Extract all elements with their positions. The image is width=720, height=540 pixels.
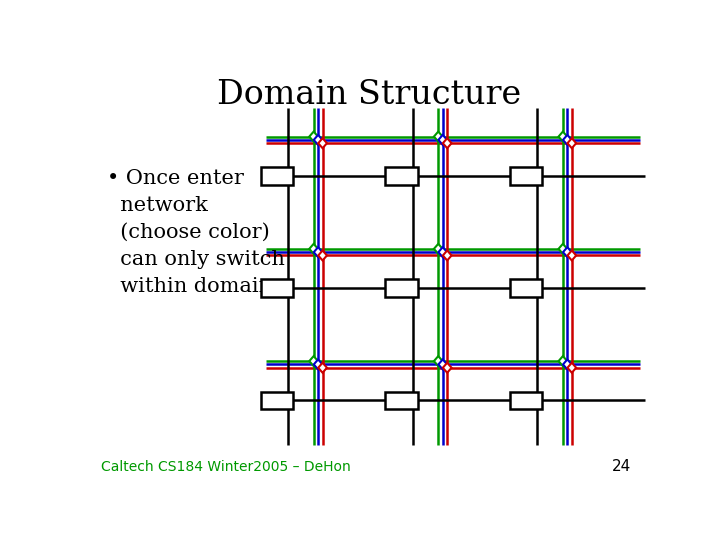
Polygon shape [443,251,451,260]
Bar [261,167,293,185]
Text: within domain: within domain [107,277,272,296]
Bar [385,167,418,185]
Polygon shape [434,132,443,141]
Polygon shape [563,247,572,257]
Text: (choose color): (choose color) [107,223,269,242]
Polygon shape [559,244,567,254]
Polygon shape [314,247,323,257]
Text: • Once enter: • Once enter [107,168,243,188]
Polygon shape [443,138,451,148]
Polygon shape [567,138,576,148]
Bar [261,279,293,297]
Text: Domain Structure: Domain Structure [217,79,521,111]
Text: can only switch: can only switch [107,250,284,269]
Polygon shape [314,360,323,369]
Polygon shape [314,135,323,145]
Polygon shape [438,360,447,369]
Polygon shape [563,360,572,369]
Polygon shape [559,356,567,366]
Polygon shape [438,135,447,145]
Bar [510,167,542,185]
Bar [510,279,542,297]
Polygon shape [559,132,567,141]
Polygon shape [563,135,572,145]
Polygon shape [567,363,576,373]
Text: 24: 24 [612,460,631,474]
Polygon shape [438,247,447,257]
Polygon shape [443,363,451,373]
Polygon shape [318,138,327,148]
Polygon shape [567,251,576,260]
Polygon shape [310,132,318,141]
Bar [385,392,418,409]
Bar [261,392,293,409]
Polygon shape [434,356,443,366]
Bar [510,392,542,409]
Polygon shape [318,251,327,260]
Polygon shape [310,244,318,254]
Text: network: network [107,196,207,215]
Bar [385,279,418,297]
Polygon shape [310,356,318,366]
Text: Caltech CS184 Winter2005 – DeHon: Caltech CS184 Winter2005 – DeHon [101,461,351,474]
Polygon shape [318,363,327,373]
Polygon shape [434,244,443,254]
